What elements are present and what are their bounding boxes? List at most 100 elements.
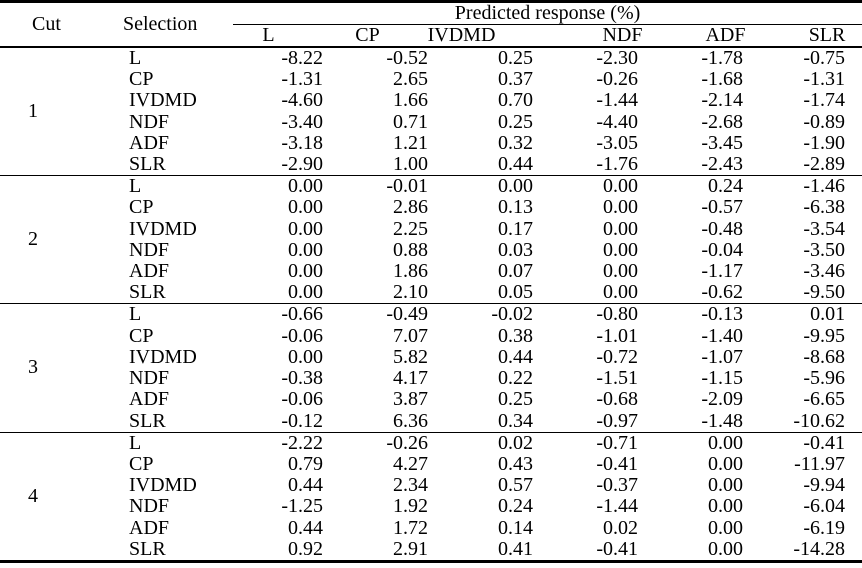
value-cell: -2.90: [281, 153, 323, 176]
value-cell: 2.65: [393, 68, 428, 91]
value-cell: -1.44: [596, 89, 638, 112]
value-cell: -0.41: [596, 537, 638, 560]
value-cell: 1.00: [393, 153, 428, 176]
value-cell: 0.00: [603, 196, 638, 219]
value-cell: 0.32: [498, 132, 533, 155]
value-cell: -3.45: [701, 132, 743, 155]
selection-cell: ADF: [129, 388, 170, 411]
value-cell: -3.46: [803, 260, 846, 283]
selection-cell: IVDMD: [129, 217, 197, 240]
value-cell: 2.91: [393, 537, 428, 560]
value-cell: 1.72: [393, 516, 428, 539]
value-cell: -0.26: [386, 431, 428, 454]
cut-group-3: 3 L -0.66 -0.49 -0.02 -0.80 -0.13 0.01 C…: [0, 303, 862, 432]
value-cell: 0.05: [498, 281, 533, 304]
value-cell: -1.76: [596, 153, 638, 176]
value-cell: 0.00: [708, 452, 743, 475]
value-cell: 0.44: [498, 345, 533, 368]
cut-cell: 1: [28, 100, 38, 123]
value-cell: 0.00: [288, 345, 323, 368]
value-cell: 1.86: [393, 260, 428, 283]
value-cell: 0.02: [498, 431, 533, 454]
value-cell: 0.38: [498, 324, 533, 347]
value-cell: -0.57: [701, 196, 743, 219]
value-cell: 0.00: [498, 175, 533, 198]
value-cell: 0.24: [708, 175, 743, 198]
value-cell: 0.44: [288, 516, 323, 539]
value-cell: -2.09: [701, 388, 743, 411]
value-cell: -0.13: [701, 303, 743, 326]
value-cell: -3.18: [281, 132, 323, 155]
table-row: IVDMD 0.00 5.82 0.44 -0.72 -1.07 -8.68: [0, 345, 862, 368]
value-cell: -0.62: [701, 281, 743, 304]
value-cell: -1.90: [803, 132, 846, 155]
selection-cell: NDF: [129, 495, 170, 518]
header-response-ivdmd-label: IVDMD: [427, 24, 496, 46]
selection-cell: CP: [129, 68, 154, 91]
value-cell: -4.40: [596, 110, 638, 133]
value-cell: -2.89: [803, 153, 846, 176]
selection-cell: CP: [129, 324, 154, 347]
header-response-ndf-label: NDF: [602, 24, 643, 46]
selection-cell: NDF: [129, 238, 170, 261]
table-row: 2 L 0.00 -0.01 0.00 0.00 0.24 -1.46: [0, 175, 862, 250]
selection-cell: NDF: [129, 110, 170, 133]
table-row: NDF -0.38 4.17 0.22 -1.51 -1.15 -5.96: [0, 367, 862, 390]
selection-cell: IVDMD: [129, 89, 197, 112]
value-cell: -0.12: [281, 409, 323, 432]
value-cell: -0.68: [596, 388, 638, 411]
selection-cell: IVDMD: [129, 474, 197, 496]
table-row: ADF -0.06 3.87 0.25 -0.68 -2.09 -6.65: [0, 389, 862, 410]
table-row: SLR -2.90 1.00 0.44 -1.76 -2.43 -2.89: [0, 154, 862, 176]
header-response-l: L: [233, 25, 340, 48]
value-cell: 2.10: [393, 281, 428, 304]
cut-group-2: 2 L 0.00 -0.01 0.00 0.00 0.24 -1.46 CP 0…: [0, 175, 862, 304]
selection-cell: SLR: [129, 537, 166, 560]
value-cell: -2.43: [701, 153, 743, 176]
value-cell: -0.26: [596, 68, 638, 91]
value-cell: -1.78: [701, 47, 743, 69]
selection-cell: NDF: [129, 367, 170, 390]
table-row: 4 L -2.22 -0.26 0.02 -0.71 0.00 -0.41: [0, 431, 862, 506]
value-cell: -1.31: [803, 68, 846, 91]
value-cell: -6.04: [803, 495, 846, 518]
value-cell: 7.07: [393, 324, 428, 347]
value-cell: 0.70: [498, 89, 533, 112]
selection-cell: SLR: [129, 153, 166, 176]
value-cell: 0.88: [393, 238, 428, 261]
value-cell: 2.25: [393, 217, 428, 240]
value-cell: 0.00: [288, 175, 323, 198]
value-cell: -0.38: [281, 367, 323, 390]
value-cell: -4.60: [281, 89, 323, 112]
value-cell: -2.22: [281, 431, 323, 454]
value-cell: -1.46: [803, 175, 846, 198]
value-cell: 5.82: [393, 345, 428, 368]
value-cell: 0.22: [498, 367, 533, 390]
value-cell: -8.22: [281, 47, 323, 69]
table-row: SLR 0.92 2.91 0.41 -0.41 0.00 -14.28: [0, 537, 862, 562]
value-cell: 0.17: [498, 217, 533, 240]
value-cell: -2.14: [701, 89, 743, 112]
value-cell: -3.54: [803, 217, 846, 240]
value-cell: -0.89: [803, 110, 846, 133]
value-cell: -1.01: [596, 324, 638, 347]
value-cell: 0.00: [288, 281, 323, 304]
value-cell: -6.65: [803, 388, 846, 411]
table-header: Cut Selection Predicted response (%) L C…: [0, 1, 862, 48]
value-cell: -9.50: [803, 281, 846, 304]
value-cell: 0.92: [288, 537, 323, 560]
value-cell: 1.92: [393, 495, 428, 518]
value-cell: -5.96: [803, 367, 846, 390]
value-cell: 2.34: [393, 474, 428, 496]
header-response-l-label: L: [262, 24, 275, 46]
selection-cell: L: [129, 175, 142, 198]
value-cell: 0.41: [498, 537, 533, 560]
table-row: CP -1.31 2.65 0.37 -0.26 -1.68 -1.31: [0, 68, 862, 91]
selection-cell: SLR: [129, 281, 166, 304]
value-cell: 0.07: [498, 260, 533, 283]
value-cell: -6.19: [803, 516, 846, 539]
header-response-cp: CP: [340, 25, 445, 48]
value-cell: 1.66: [393, 89, 428, 112]
table-row: IVDMD 0.00 2.25 0.17 0.00 -0.48 -3.54: [0, 218, 862, 239]
